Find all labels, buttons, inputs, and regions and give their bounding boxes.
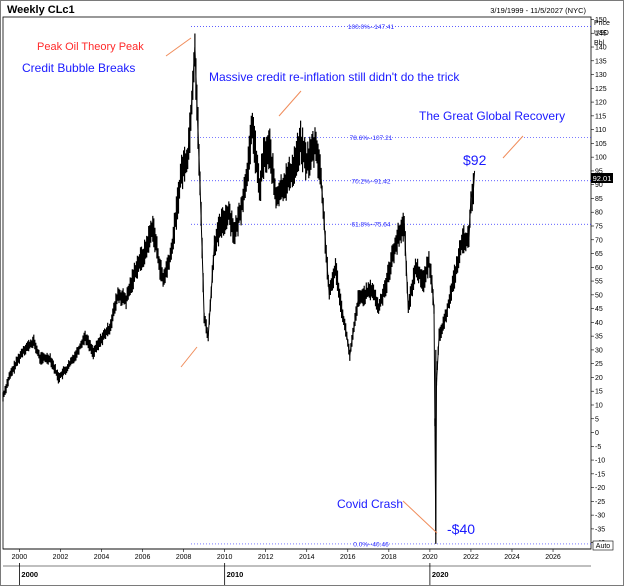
auto-scale-badge[interactable] — [592, 540, 614, 551]
y-tick-label: 105 — [595, 141, 607, 148]
arrow-peak-oil — [165, 37, 192, 57]
annotation-minus-40: -$40 — [447, 521, 475, 537]
x-tick-label: 2014 — [299, 554, 315, 561]
x-tick-label: 2000 — [12, 554, 28, 561]
chart-title: Weekly CLc1 — [7, 4, 75, 16]
x-tick-label: 2020 — [422, 554, 438, 561]
x-tick-label: 2002 — [53, 554, 69, 561]
y-tick-label: 45 — [595, 306, 603, 313]
y-tick-label: 80 — [595, 210, 603, 217]
y-tick-label: 110 — [595, 127, 606, 134]
fib-level-label: 0.0%--40.46 — [353, 541, 389, 548]
x-tick-label: 2016 — [340, 554, 356, 561]
arrow-covid-crash — [402, 500, 438, 534]
x-tick-label: 2026 — [545, 554, 561, 561]
y-tick-label: 20 — [595, 375, 603, 382]
y-tick-label: 40 — [595, 320, 603, 327]
y-tick-label: 10 — [595, 402, 603, 409]
y-tick-label: -30 — [595, 513, 605, 520]
y-tick-label: -5 — [595, 444, 601, 451]
fib-level-label: 100.0%--147.41 — [348, 24, 395, 31]
y-tick-label: 95 — [595, 168, 603, 175]
y-tick-label: 30 — [595, 347, 603, 354]
unit-price: Price — [594, 20, 610, 27]
unit-barrel: Bbl — [594, 40, 605, 47]
y-tick-label: 5 — [595, 416, 599, 423]
y-tick-label: -20 — [595, 485, 605, 492]
x-axis-ticks: 2000 2002 2004 2006 2008 2010 2012 2014 2016 2018… — [12, 549, 561, 585]
y-tick-label: 130 — [595, 72, 607, 79]
price-series — [2, 33, 476, 544]
x-major-tick-label: 2000 — [21, 570, 38, 579]
y-tick-label: 115 — [595, 113, 606, 120]
last-price-label: 92.01 — [593, 174, 612, 183]
x-tick-label: 2022 — [463, 554, 479, 561]
x-tick-label: 2008 — [176, 554, 192, 561]
unit-currency: USD — [594, 30, 609, 37]
fib-level-label: 61.8%--75.64 — [351, 222, 390, 229]
y-tick-label: 60 — [595, 265, 603, 272]
annotation-covid-crash: Covid Crash — [337, 497, 403, 511]
annotation-arrows — [165, 37, 524, 534]
x-major-tick-label: 2010 — [227, 570, 244, 579]
y-tick-label: 35 — [595, 334, 603, 341]
y-axis-ticks: 1501451401351301251201151101051009590858… — [591, 17, 607, 547]
x-tick-label: 2004 — [94, 554, 110, 561]
price-line — [2, 46, 476, 535]
y-tick-label: 140 — [595, 45, 607, 52]
y-tick-label: 50 — [595, 292, 603, 299]
fib-level-label: 78.6%--107.21 — [350, 135, 393, 142]
y-tick-label: 125 — [595, 86, 607, 93]
fib-level-label: 70.2%--91.42 — [351, 178, 390, 185]
y-tick-label: 75 — [595, 224, 603, 231]
annotation-global-recovery: The Great Global Recovery — [419, 109, 565, 123]
x-tick-label: 2012 — [258, 554, 274, 561]
annotation-peak-oil: Peak Oil Theory Peak — [37, 41, 144, 53]
y-tick-label: 70 — [595, 237, 603, 244]
x-tick-label: 2018 — [381, 554, 397, 561]
auto-scale-label: Auto — [596, 543, 611, 550]
last-price-marker — [591, 173, 613, 183]
y-tick-label: 135 — [595, 58, 607, 65]
y-tick-label: 15 — [595, 389, 603, 396]
y-tick-label: 55 — [595, 279, 603, 286]
y-tick-label: -10 — [595, 458, 605, 465]
arrow-reinflation — [278, 90, 302, 117]
y-tick-label: 120 — [595, 100, 607, 107]
x-tick-label: 2010 — [217, 554, 233, 561]
y-tick-label: 150 — [595, 17, 607, 24]
annotation-credit-bubble: Credit Bubble Breaks — [22, 61, 135, 75]
y-tick-label: 90 — [595, 182, 603, 189]
y-tick-label: -15 — [595, 471, 605, 478]
y-tick-label: -35 — [595, 526, 605, 533]
y-tick-label: 65 — [595, 251, 603, 258]
x-tick-label: 2024 — [504, 554, 520, 561]
y-tick-label: 0 — [595, 430, 599, 437]
annotation-92: $92 — [463, 152, 487, 168]
y-tick-label: 145 — [595, 31, 607, 38]
date-range: 3/19/1999 - 11/5/2027 (NYC) — [490, 6, 586, 15]
arrow-credit-bubble — [180, 346, 198, 368]
plot-area — [2, 16, 592, 550]
y-tick-label: -25 — [595, 499, 605, 506]
arrow-global-recovery — [502, 135, 524, 159]
x-major-tick-label: 2020 — [432, 570, 449, 579]
y-tick-label: 85 — [595, 196, 603, 203]
annotation-reinflation: Massive credit re-inflation still didn't… — [209, 70, 460, 84]
y-tick-label: 25 — [595, 361, 603, 368]
y-tick-label: 100 — [595, 155, 607, 162]
x-tick-label: 2006 — [135, 554, 151, 561]
